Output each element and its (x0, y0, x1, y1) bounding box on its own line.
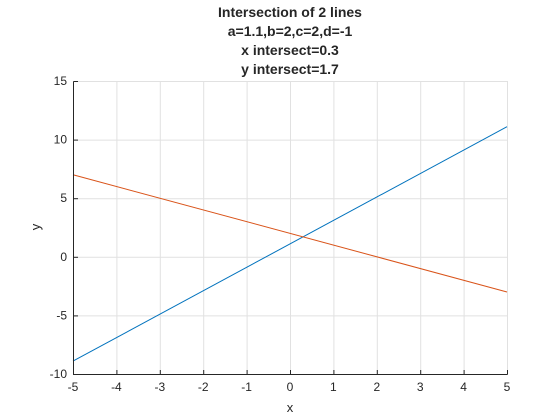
x-tick-label: 2 (373, 380, 380, 394)
title-line-4: y intersect=1.7 (241, 61, 339, 77)
y-tick-label: 10 (54, 133, 68, 147)
tick-marks (73, 81, 508, 375)
x-tick-label: -3 (154, 380, 165, 394)
x-axis-label: x (287, 400, 294, 415)
series-line-2 (72, 174, 508, 293)
y-tick-label: -10 (50, 367, 68, 381)
y-tick-label: -5 (56, 308, 67, 322)
x-tick-label: 1 (330, 380, 337, 394)
x-tick-label: 4 (460, 380, 467, 394)
x-tick-label: -2 (198, 380, 209, 394)
y-tick-label: 5 (60, 191, 67, 205)
x-tick-labels: -5 -4 -3 -2 -1 0 1 2 3 4 5 (68, 380, 511, 394)
x-tick-label: 5 (504, 380, 511, 394)
title-line-2: a=1.1,b=2,c=2,d=-1 (228, 23, 353, 39)
x-tick-label: -4 (111, 380, 122, 394)
x-tick-label: -5 (68, 380, 79, 394)
title-line-3: x intersect=0.3 (241, 42, 339, 58)
x-tick-label: 0 (287, 380, 294, 394)
x-tick-label: 3 (417, 380, 424, 394)
series-line-1 (72, 126, 508, 362)
y-tick-label: 0 (60, 250, 67, 264)
x-tick-label: -1 (241, 380, 252, 394)
title-line-1: Intersection of 2 lines (218, 4, 362, 20)
y-tick-label: 15 (54, 74, 68, 88)
y-tick-labels: -10 -5 0 5 10 15 (50, 74, 68, 381)
chart-title: Intersection of 2 lines a=1.1,b=2,c=2,d=… (218, 4, 362, 77)
series-lines (72, 126, 508, 362)
y-axis-label: y (28, 223, 43, 230)
